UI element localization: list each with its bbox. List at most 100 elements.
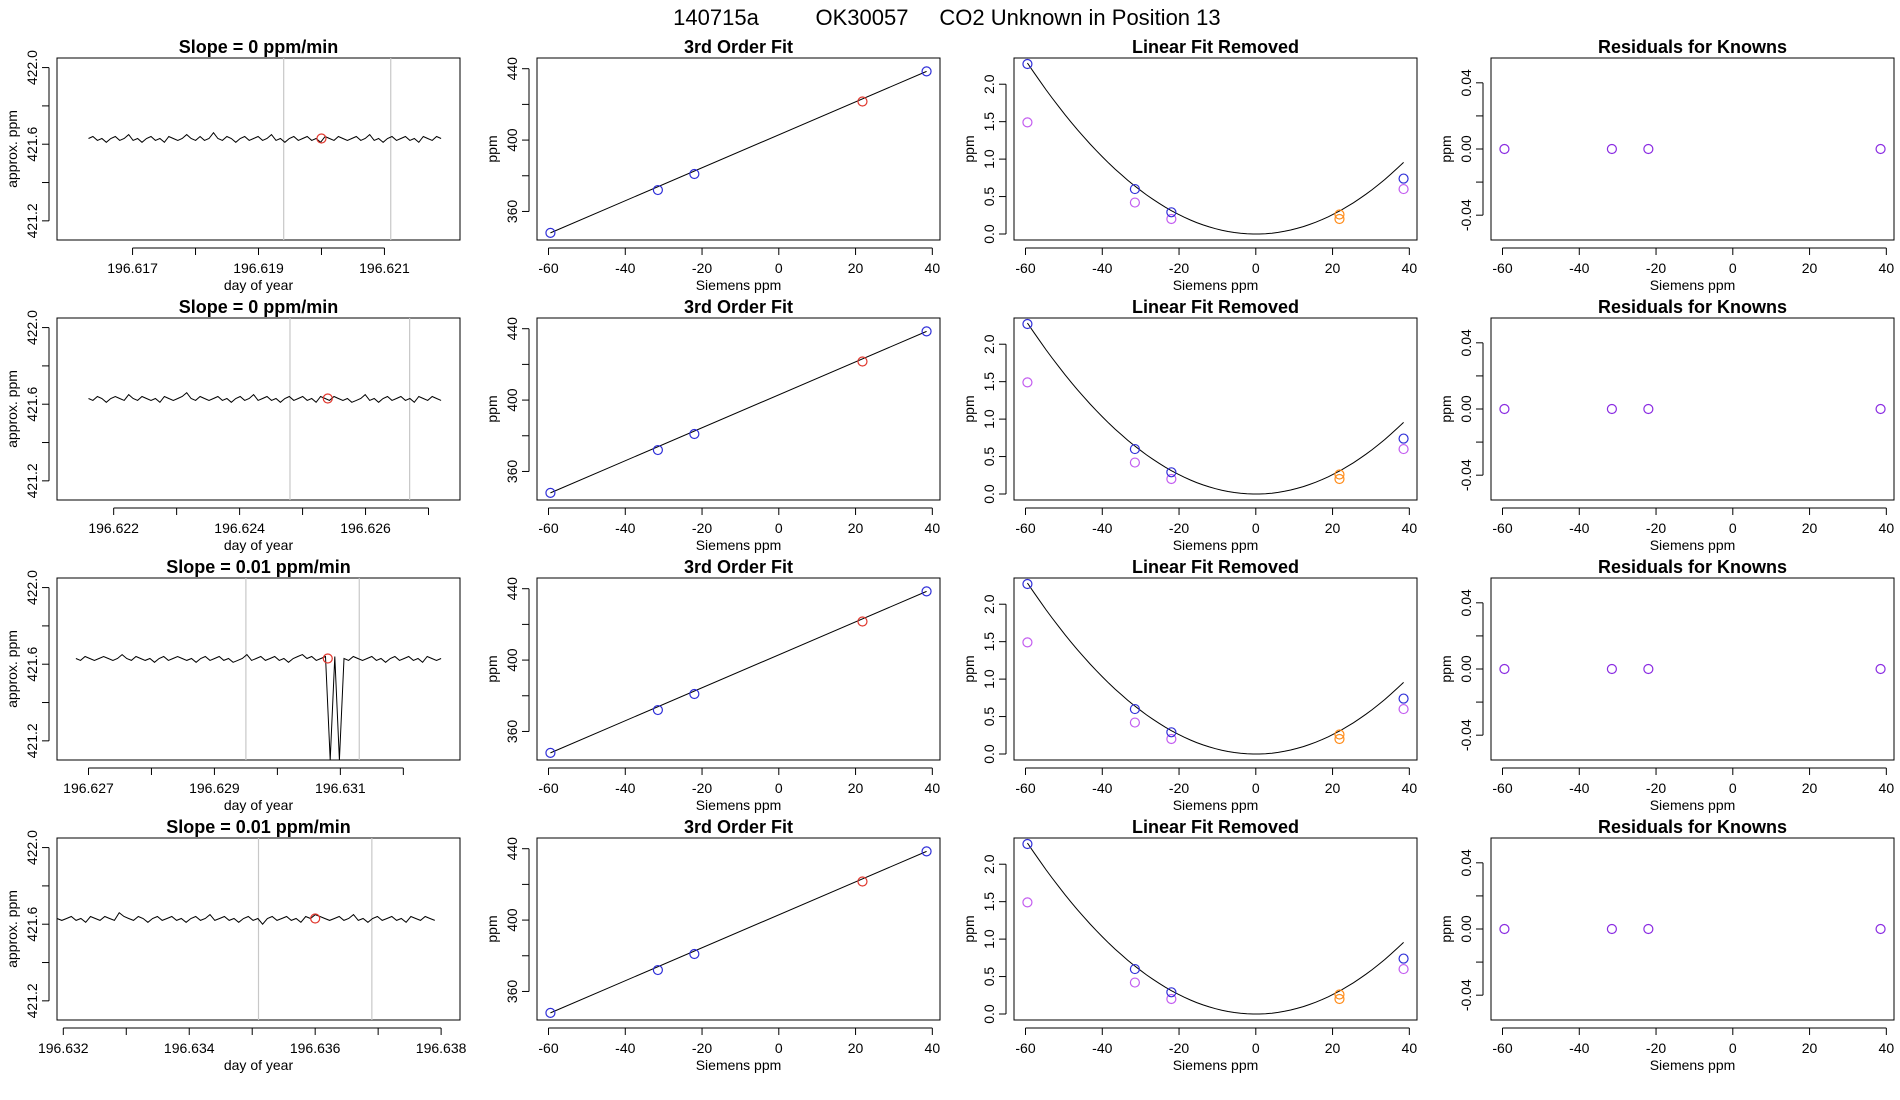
row2-residuals-plot-area: [1499, 403, 1886, 415]
row1-residuals-x-axis-label: Siemens ppm: [1650, 277, 1736, 293]
row1-linear-removed-x-tick-label: 40: [1402, 260, 1418, 276]
row2-residuals-y-tick-label: 0.00: [1458, 395, 1474, 422]
row4-fit-x-axis-label: Siemens ppm: [696, 1057, 782, 1073]
row1-linear-removed-magenta-point-4: [1398, 183, 1409, 195]
row1-trace-x-tick-label: 196.621: [359, 260, 410, 276]
row3-linear-removed-known-point-2: [1129, 703, 1141, 715]
row4-fit-known-point-3: [689, 948, 700, 960]
row2-linear-removed-y-tick-label: 2.0: [981, 334, 997, 354]
row3-residuals-x-tick-label: 20: [1802, 780, 1818, 796]
row3-trace-title: Slope = 0.01 ppm/min: [166, 557, 351, 577]
row2-fit-y-axis: 360 400 440 ppm: [484, 317, 530, 483]
row2-linear-removed-magenta-point-2: [1129, 457, 1141, 468]
row1-trace-y-tick-label: 421.2: [24, 203, 40, 238]
row1-linear-removed-x-axis: -60 -40 -20 0 20 40 Siemens ppm: [1015, 247, 1418, 293]
row1-trace-x-tick-label: 196.619: [233, 260, 284, 276]
row1-linear-removed-known-point-2: [1129, 183, 1141, 195]
row1-linear-removed-x-tick-label: -20: [1169, 260, 1189, 276]
row2-linear-removed-plot-area: [1022, 318, 1409, 495]
row3-linear-removed-y-tick-label: 1.0: [981, 669, 997, 689]
row3-fit-x-tick-label: 40: [925, 780, 941, 796]
row4-linear-removed-known-point-2: [1129, 963, 1141, 975]
row2-trace-unknown-marker: [322, 393, 333, 404]
row2-fit-panel: 3rd Order Fit -60 -40 -20 0 20 40 Siemens ppm 36…: [484, 297, 941, 553]
row3-residuals-x-tick-label: -20: [1646, 780, 1666, 796]
row2-fit-x-tick-label: 0: [775, 520, 783, 536]
row4-fit-known-point-4: [921, 846, 932, 857]
row3-linear-removed-x-tick-label: 40: [1402, 780, 1418, 796]
row2-trace-trace-line: [88, 391, 442, 404]
row3-residuals-y-tick-label: 0.00: [1458, 655, 1474, 682]
row2-linear-removed-known-point-2: [1129, 443, 1141, 455]
row4-fit-fit-line: [550, 850, 927, 1014]
row1-residuals-y-tick-label: 0.00: [1458, 135, 1474, 162]
row1-fit-fit-line: [550, 70, 927, 234]
row4-fit-unknown-point-1: [857, 876, 868, 887]
row3-fit-x-tick-label: -60: [538, 780, 558, 796]
row4-fit-y-tick-label: 440: [504, 837, 520, 861]
row3-residuals-plot-area: [1499, 663, 1886, 675]
row4-residuals-y-axis: -0.04 0.00 0.04 ppm: [1438, 849, 1484, 1011]
row3-residuals-x-axis-label: Siemens ppm: [1650, 797, 1736, 813]
row1-linear-removed-y-axis-label: ppm: [961, 135, 977, 162]
row1-linear-removed-y-tick-label: 1.0: [981, 149, 997, 169]
row3-linear-removed-y-tick-label: 0.5: [981, 707, 997, 727]
row4-fit-x-tick-label: 0: [775, 1040, 783, 1056]
row2-residuals-y-tick-label: -0.04: [1458, 459, 1474, 491]
row1-fit-x-tick-label: -20: [692, 260, 712, 276]
row1-residuals-plot-area: [1499, 143, 1886, 155]
row1-residuals-x-tick-label: 0: [1729, 260, 1737, 276]
row1-fit-y-tick-label: 400: [504, 128, 520, 152]
row1-fit-y-axis-label: ppm: [484, 135, 500, 162]
row3-residuals-y-axis: -0.04 0.00 0.04 ppm: [1438, 589, 1484, 751]
row3-linear-removed-x-tick-label: -20: [1169, 780, 1189, 796]
row2-fit-x-tick-label: -20: [692, 520, 712, 536]
row2-linear-removed-title: Linear Fit Removed: [1132, 297, 1299, 317]
row4-residuals-frame: [1490, 837, 1895, 1021]
row2-trace-frame: [56, 317, 461, 501]
row1-linear-removed-y-tick-label: 0.0: [981, 224, 997, 244]
row2-residuals-x-tick-label: 0: [1729, 520, 1737, 536]
row4-fit-y-tick-label: 400: [504, 908, 520, 932]
row2-fit-plot-area: [545, 326, 932, 498]
row4-residuals-x-tick-label: -20: [1646, 1040, 1666, 1056]
row4-residuals-residual-point-1: [1499, 923, 1510, 935]
row1-linear-removed-panel: Linear Fit Removed -60 -40 -20 0 20 40 Siemens …: [961, 37, 1418, 293]
row3-residuals-residual-point-4: [1875, 663, 1886, 675]
row3-linear-removed-title: Linear Fit Removed: [1132, 557, 1299, 577]
row2-fit-x-tick-label: -60: [538, 520, 558, 536]
row2-linear-removed-y-axis-label: ppm: [961, 395, 977, 422]
row4-residuals-y-axis-label: ppm: [1438, 915, 1454, 942]
row1-fit-y-tick-label: 440: [504, 57, 520, 81]
row2-residuals-x-tick-label: -20: [1646, 520, 1666, 536]
row2-fit-x-tick-label: 20: [848, 520, 864, 536]
row3-fit-x-tick-label: 20: [848, 780, 864, 796]
row2-linear-removed-magenta-point-3: [1166, 473, 1177, 485]
row1-fit-x-axis-label: Siemens ppm: [696, 277, 782, 293]
row1-linear-removed-orange-point-1: [1334, 209, 1345, 220]
row3-linear-removed-magenta-point-2: [1129, 717, 1141, 728]
row4-trace-x-axis: 196.632 196.634 196.636 196.638 day of year: [38, 1027, 467, 1073]
row4-linear-removed-panel: Linear Fit Removed -60 -40 -20 0 20 40 Siemens …: [961, 817, 1418, 1073]
row2-trace-x-tick-label: 196.622: [88, 520, 139, 536]
row3-residuals-panel: Residuals for Knowns -60 -40 -20 0 20 40 Siemen…: [1438, 557, 1895, 813]
row4-trace-y-axis: 421.2 421.6 422.0 approx. ppm: [4, 830, 50, 1018]
row3-linear-removed-magenta-point-1: [1022, 637, 1033, 648]
row3-fit-known-point-4: [921, 586, 932, 597]
row1-fit-x-tick-label: -40: [615, 260, 635, 276]
row3-trace-plot-area: [75, 578, 442, 761]
row4-residuals-x-axis-label: Siemens ppm: [1650, 1057, 1736, 1073]
row2-linear-removed-known-point-3: [1166, 467, 1177, 478]
row4-residuals-y-tick-label: 0.04: [1458, 849, 1474, 876]
row3-residuals-residual-point-3: [1643, 663, 1654, 675]
row4-residuals-y-tick-label: -0.04: [1458, 979, 1474, 1011]
row1-trace-x-tick-label: 196.617: [107, 260, 158, 276]
row1-linear-removed-y-tick-label: 0.5: [981, 187, 997, 207]
row1-residuals-residual-point-3: [1643, 143, 1654, 155]
row4-residuals-x-tick-label: -60: [1492, 1040, 1512, 1056]
row4-residuals-residual-point-3: [1643, 923, 1654, 935]
row4-fit-x-tick-label: 40: [925, 1040, 941, 1056]
row2-linear-removed-panel: Linear Fit Removed -60 -40 -20 0 20 40 Siemens …: [961, 297, 1418, 553]
row3-fit-x-tick-label: -40: [615, 780, 635, 796]
row1-fit-panel: 3rd Order Fit -60 -40 -20 0 20 40 Siemens ppm 36…: [484, 37, 941, 293]
